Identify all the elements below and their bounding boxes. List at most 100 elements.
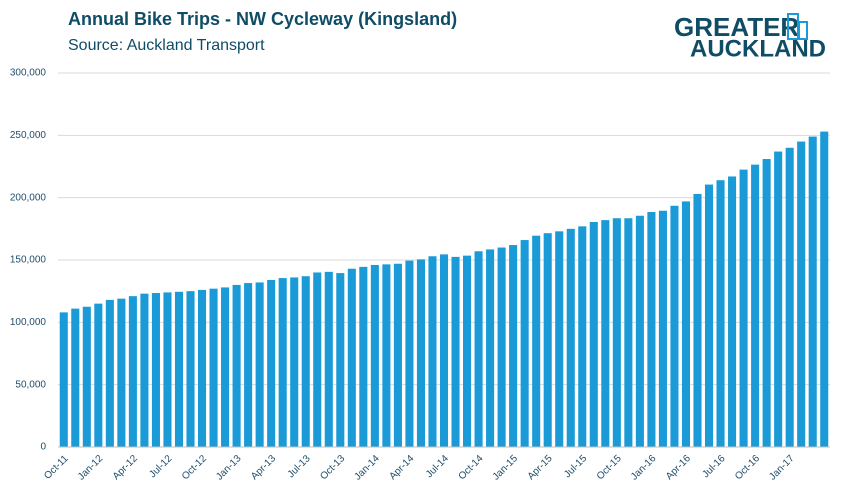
bar bbox=[416, 259, 425, 447]
bar bbox=[186, 291, 195, 447]
bar bbox=[578, 226, 587, 447]
bar bbox=[370, 264, 379, 447]
bar bbox=[739, 169, 748, 447]
logo-icon bbox=[798, 21, 808, 40]
bar bbox=[693, 193, 702, 447]
bar bbox=[774, 151, 783, 448]
x-tick-label: Apr-12 bbox=[111, 453, 140, 482]
bar bbox=[589, 221, 598, 447]
x-tick-label: Jul-13 bbox=[286, 453, 313, 480]
bar bbox=[151, 293, 160, 447]
bar bbox=[751, 164, 760, 447]
bar bbox=[140, 293, 149, 447]
y-tick-label: 250,000 bbox=[10, 130, 47, 141]
bar bbox=[497, 247, 506, 447]
bar bbox=[785, 147, 794, 448]
bar bbox=[635, 215, 644, 447]
bar bbox=[267, 279, 276, 447]
bar bbox=[728, 176, 737, 447]
bar bbox=[174, 291, 184, 447]
bar bbox=[313, 272, 322, 447]
bar bbox=[704, 184, 714, 447]
bar bbox=[359, 266, 368, 447]
bar bbox=[255, 282, 264, 447]
bar bbox=[347, 268, 356, 447]
bar bbox=[301, 276, 310, 447]
x-tick-label: Apr-13 bbox=[249, 453, 278, 482]
y-tick-label: 150,000 bbox=[10, 255, 47, 266]
logo: GREATER AUCKLAND bbox=[674, 12, 826, 62]
y-tick-label: 300,000 bbox=[10, 68, 47, 79]
bar bbox=[647, 212, 656, 447]
bar bbox=[278, 278, 287, 447]
bar bbox=[808, 136, 817, 447]
bar bbox=[232, 284, 241, 447]
chart-subtitle: Source: Auckland Transport bbox=[68, 37, 265, 54]
bar bbox=[71, 308, 80, 447]
x-tick-label: Oct-16 bbox=[733, 453, 762, 482]
bar bbox=[244, 283, 253, 447]
bar bbox=[59, 312, 68, 447]
x-tick-label: Oct-11 bbox=[42, 453, 71, 482]
bar bbox=[428, 256, 437, 447]
bar bbox=[797, 141, 806, 448]
bar bbox=[336, 273, 345, 447]
bar bbox=[463, 255, 472, 447]
bar bbox=[566, 228, 575, 447]
bar bbox=[105, 299, 114, 447]
y-tick-label: 200,000 bbox=[10, 192, 47, 203]
bar bbox=[820, 131, 829, 448]
bar bbox=[486, 249, 495, 447]
bar bbox=[532, 235, 541, 447]
bar bbox=[197, 289, 207, 447]
bar bbox=[543, 233, 552, 447]
bar bbox=[290, 277, 299, 447]
bar bbox=[451, 256, 460, 447]
y-tick-label: 100,000 bbox=[10, 317, 47, 328]
bar bbox=[94, 303, 103, 447]
x-tick-label: Apr-16 bbox=[664, 453, 693, 482]
bar bbox=[163, 292, 172, 447]
x-tick-label: Apr-15 bbox=[526, 453, 555, 482]
x-tick-label: Jan-17 bbox=[767, 453, 797, 483]
bar bbox=[117, 298, 126, 447]
bar bbox=[612, 218, 621, 447]
x-tick-label: Jan-13 bbox=[214, 453, 244, 483]
y-tick-label: 0 bbox=[40, 442, 46, 453]
bar bbox=[393, 263, 402, 447]
x-tick-label: Jan-14 bbox=[352, 453, 382, 483]
bar bbox=[209, 288, 218, 447]
x-tick-label: Jul-16 bbox=[700, 453, 727, 480]
bar bbox=[221, 287, 230, 447]
x-tick-label: Jan-16 bbox=[629, 453, 659, 483]
bar bbox=[555, 231, 564, 447]
x-tick-label: Jul-15 bbox=[562, 453, 589, 480]
x-tick-label: Oct-13 bbox=[318, 453, 347, 482]
y-tick-label: 50,000 bbox=[15, 379, 46, 390]
bar bbox=[601, 220, 610, 447]
bar bbox=[128, 296, 137, 447]
bar bbox=[439, 254, 449, 447]
bar bbox=[405, 260, 414, 447]
x-tick-label: Jan-15 bbox=[491, 453, 521, 483]
x-tick-label: Jul-12 bbox=[147, 453, 174, 480]
x-tick-label: Oct-15 bbox=[595, 453, 624, 482]
logo-text: GREATER bbox=[674, 12, 799, 42]
bar bbox=[658, 210, 667, 447]
bar bbox=[624, 218, 633, 447]
bar bbox=[762, 159, 771, 447]
x-tick-label: Apr-14 bbox=[387, 453, 416, 482]
bar bbox=[670, 205, 679, 447]
bar bbox=[509, 245, 518, 447]
bar bbox=[324, 271, 333, 447]
x-tick-label: Jul-14 bbox=[424, 453, 451, 480]
bar bbox=[716, 180, 725, 448]
bar bbox=[681, 201, 691, 447]
bar bbox=[382, 264, 391, 447]
x-tick-label: Oct-14 bbox=[457, 453, 486, 482]
x-tick-label: Jan-12 bbox=[76, 453, 106, 483]
x-tick-label: Oct-12 bbox=[180, 453, 209, 482]
bar bbox=[82, 306, 91, 447]
